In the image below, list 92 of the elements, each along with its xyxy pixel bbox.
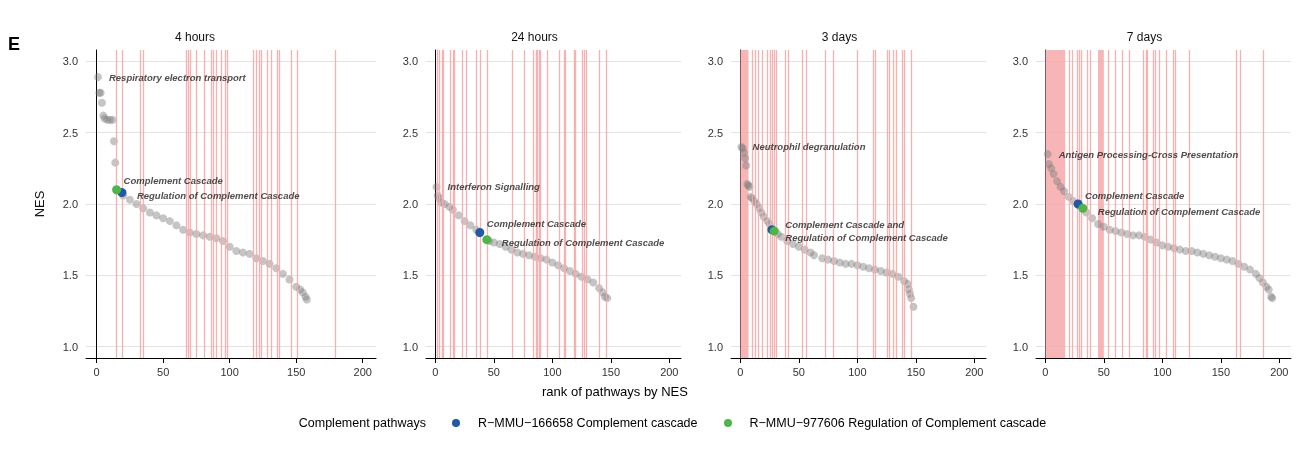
x-tick-label: 150 (1211, 365, 1230, 378)
annotation: Complement Cascade (1085, 189, 1186, 201)
x-tick-label: 150 (287, 365, 306, 378)
chart-title: 7 days (1126, 30, 1163, 44)
point (1094, 219, 1102, 228)
y-tick-label: 1.0 (1012, 340, 1028, 353)
point (777, 232, 786, 241)
point (93, 73, 102, 82)
y-tick-label: 3.0 (62, 55, 78, 68)
y-tick-label: 1.0 (402, 340, 418, 353)
y-tick-label: 2.5 (707, 126, 723, 139)
point (741, 154, 750, 163)
y-tick-label: 1.0 (707, 340, 723, 353)
y-tick-label: 2.0 (62, 198, 78, 210)
text: E (8, 34, 21, 55)
x-tick-label: 0 (93, 365, 100, 378)
point (1049, 170, 1058, 179)
point (152, 211, 161, 220)
chart-title: 4 hours (174, 30, 216, 44)
annotation: Complement Cascade and Regulation of Complement Cascade (785, 219, 949, 244)
point (145, 208, 154, 217)
y-tick-label: 3.0 (1012, 55, 1028, 68)
y-tick-label: 2.0 (707, 198, 723, 210)
y-tick-label: 1.5 (707, 269, 723, 282)
chart-title: 3 days (821, 30, 858, 44)
y-tick-label: 2.5 (402, 126, 418, 139)
point (165, 217, 174, 226)
point (466, 221, 475, 230)
point (172, 221, 181, 230)
x-tick-label: 50 (157, 365, 170, 378)
annotation: Respiratory electron transport (108, 71, 247, 83)
point (1053, 177, 1062, 186)
chart-title: 24 hours (511, 30, 558, 44)
x-axis-title: rank of pathways by NES (541, 384, 688, 399)
annotation: Complement Cascade (123, 175, 224, 187)
y-tick-label: 2.0 (402, 198, 418, 210)
y-axis-title: NES (32, 190, 47, 218)
y-tick-label: 1.5 (1012, 269, 1028, 282)
annotation: Antigen Processing-Cross Presentation (1057, 148, 1239, 160)
x-tick-label: 50 (487, 365, 500, 378)
x-tick-label: 100 (220, 365, 239, 378)
y-tick-label: 2.5 (62, 126, 78, 139)
x-tick-label: 200 (965, 365, 984, 378)
point (179, 225, 188, 234)
y-tick-label: 2.0 (1012, 198, 1028, 210)
point (232, 247, 241, 256)
legend-label: R−MMU−166658 Complement cascade (477, 416, 698, 430)
x-tick-label: 100 (1153, 365, 1172, 378)
point (245, 249, 254, 258)
x-tick-label: 0 (737, 365, 744, 378)
legend-title: Complement pathways (298, 416, 426, 430)
x-tick-label: 150 (906, 365, 925, 378)
x-tick-label: 100 (543, 365, 562, 378)
x-tick-label: 50 (1097, 365, 1110, 378)
y-tick-label: 1.5 (62, 269, 78, 282)
point (1246, 265, 1255, 274)
y-tick-label: 1.5 (402, 269, 418, 282)
point (810, 251, 819, 260)
point (125, 195, 134, 204)
point (1078, 203, 1088, 213)
y-tick-label: 2.5 (1012, 126, 1028, 139)
annotation: Complement Cascade (486, 218, 587, 230)
point (454, 211, 463, 220)
legend-label: R−MMU−977606 Regulation of Complement cascade (749, 416, 1047, 430)
annotation: Regulation of Complement Cascade (1097, 205, 1262, 217)
point (97, 98, 106, 107)
y-tick-label: 3.0 (402, 55, 418, 68)
point (238, 248, 247, 257)
x-tick-label: 200 (353, 365, 372, 378)
x-tick-label: 200 (1270, 365, 1289, 378)
annotation: Interferon Signalling (447, 181, 541, 193)
point (159, 214, 168, 223)
point (742, 161, 751, 170)
point (1099, 222, 1108, 231)
annotation: Neutrophil degranulation (752, 141, 866, 153)
x-tick-label: 0 (432, 365, 439, 378)
point (1060, 187, 1069, 196)
point (565, 267, 574, 276)
point (1043, 150, 1052, 159)
annotation: Regulation of Complement Cascade (136, 190, 301, 202)
y-tick-label: 3.0 (707, 55, 723, 68)
x-tick-label: 100 (848, 365, 867, 378)
x-tick-label: 150 (601, 365, 620, 378)
x-tick-label: 0 (1042, 365, 1049, 378)
point (132, 200, 141, 208)
annotation: Regulation of Complement Cascade (501, 237, 666, 249)
point (475, 228, 485, 238)
point (589, 278, 598, 287)
y-tick-label: 1.0 (62, 340, 78, 353)
point (112, 185, 122, 195)
x-tick-label: 200 (660, 365, 679, 378)
x-tick-label: 50 (792, 365, 805, 378)
